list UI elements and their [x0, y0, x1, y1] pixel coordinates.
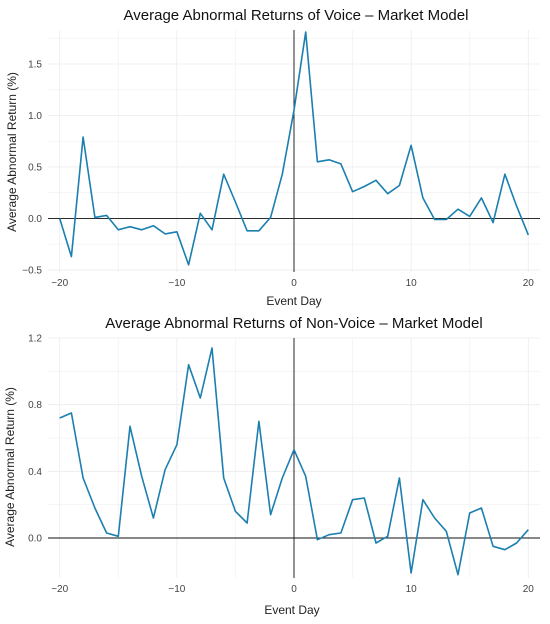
data-series — [59, 347, 529, 576]
x-tick-label: 10 — [406, 584, 418, 595]
nonvoice-chart: Average Abnormal Returns of Non-Voice – … — [3, 315, 540, 617]
y-tick-label: 0.8 — [28, 400, 42, 411]
reference-lines — [48, 338, 540, 578]
abnormal-return-line — [59, 347, 529, 576]
x-tick-label: 20 — [523, 584, 535, 595]
chart-title: Average Abnormal Returns of Non-Voice – … — [105, 315, 482, 332]
x-tick-labels: −20 −10 0 10 20 — [51, 584, 534, 595]
chart-title: Average Abnormal Returns of Voice – Mark… — [124, 7, 469, 24]
x-tick-labels: −20 −10 0 10 20 — [51, 278, 534, 289]
x-tick-label: 0 — [291, 278, 297, 289]
abnormal-return-line — [58, 31, 530, 266]
y-tick-label: 1.0 — [28, 111, 42, 122]
voice-chart: Average Abnormal Returns of Voice – Mark… — [5, 7, 540, 308]
x-axis-title: Event Day — [264, 603, 319, 617]
y-tick-label: 0.0 — [28, 214, 42, 225]
plot-area: −20 −10 0 10 20 −0.5 0.0 0.5 1.0 1.5 — [22, 30, 540, 289]
x-tick-label: −10 — [168, 278, 185, 289]
y-tick-label: 0.5 — [28, 162, 42, 173]
reference-lines — [48, 30, 540, 272]
x-tick-label: 20 — [523, 278, 535, 289]
y-axis-title: Average Abnormal Return (%) — [3, 387, 17, 547]
y-tick-label: −0.5 — [22, 265, 42, 276]
y-tick-label: 0.4 — [28, 467, 42, 478]
x-axis-title: Event Day — [266, 294, 321, 308]
data-series — [58, 31, 530, 266]
y-tick-label: 1.2 — [28, 334, 42, 345]
y-tick-label: 1.5 — [28, 59, 42, 70]
y-tick-labels: 0.0 0.4 0.8 1.2 — [28, 334, 42, 545]
x-tick-label: 0 — [291, 584, 297, 595]
x-tick-label: −20 — [51, 278, 68, 289]
x-tick-label: 10 — [406, 278, 418, 289]
y-tick-label: 0.0 — [28, 534, 42, 545]
plot-area: −20 −10 0 10 20 0.0 0.4 0.8 1.2 — [28, 334, 540, 595]
x-tick-label: −10 — [168, 584, 185, 595]
y-tick-labels: −0.5 0.0 0.5 1.0 1.5 — [22, 59, 42, 276]
x-tick-label: −20 — [51, 584, 68, 595]
y-axis-title: Average Abnormal Return (%) — [5, 72, 19, 232]
